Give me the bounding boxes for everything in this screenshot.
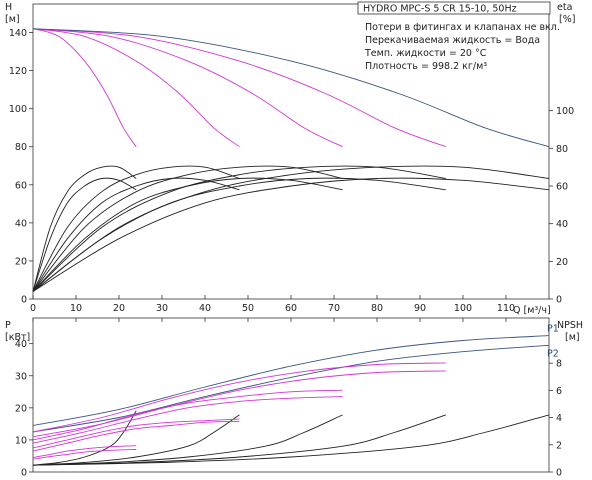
y-tick-label: 60 — [15, 180, 27, 191]
npsh-curve — [32, 414, 446, 466]
head-curve — [32, 28, 446, 148]
efficiency-curve — [32, 165, 240, 292]
y-axis-label: P — [5, 320, 11, 331]
head-efficiency-axes: 0 10 20 30 40 50 60 70 80 90 100 110 0 20 40 60 80 100 120… — [9, 3, 574, 314]
x-tick-label: 50 — [242, 303, 254, 314]
y2-tick-label: 40 — [556, 219, 568, 230]
y2-axis-unit: [%] — [559, 14, 575, 25]
y-axis-unit: [м] — [5, 14, 20, 25]
y-tick-label: 40 — [15, 339, 27, 350]
y-tick-label: 80 — [15, 142, 27, 153]
y-tick-label: 20 — [15, 403, 27, 414]
x-axis-label: Q [м³/ч] — [513, 305, 551, 316]
power-npsh-axes: 0 10 20 30 40 0 2 4 6 8 — [15, 317, 562, 479]
plot-frame — [32, 317, 550, 473]
power-curve — [32, 362, 446, 433]
head-curve — [32, 28, 343, 148]
efficiency-curve — [32, 177, 137, 292]
y2-tick-label: 0 — [556, 468, 562, 479]
y2-tick-label: 100 — [556, 106, 574, 117]
x-tick-label: 20 — [113, 303, 125, 314]
efficiency-curve — [32, 177, 446, 292]
y-tick-label: 120 — [9, 66, 27, 77]
efficiency-curve — [32, 165, 446, 292]
efficiency-curve — [32, 177, 240, 292]
npsh-curve — [32, 414, 550, 466]
y2-tick-label: 80 — [556, 144, 568, 155]
efficiency-curve — [32, 165, 343, 292]
note-line: Потери в фитингах и клапанах не вкл. — [365, 22, 560, 33]
y2-tick-label: 2 — [556, 440, 562, 451]
y-tick-label: 140 — [9, 28, 27, 39]
x-tick-label: 110 — [497, 303, 515, 314]
chart-title: HYDRO MPC-S 5 CR 15-10, 50Hz — [363, 4, 517, 15]
y2-tick-label: 20 — [556, 257, 568, 268]
title-frame — [357, 1, 551, 15]
head-efficiency-series — [32, 28, 550, 292]
y-tick-label: 10 — [15, 435, 27, 446]
head-curve — [32, 28, 240, 148]
head-curve — [32, 28, 550, 148]
y-axis-unit: [кВт] — [5, 332, 30, 343]
npsh-curve — [32, 414, 343, 466]
power-curve — [32, 389, 343, 441]
power-curve — [32, 370, 446, 438]
y2-tick-label: 60 — [556, 182, 568, 193]
power-curve — [32, 449, 137, 460]
efficiency-curve — [32, 177, 343, 292]
power-curve — [32, 418, 240, 449]
npsh-curve — [32, 414, 240, 466]
x-tick-label: 90 — [414, 303, 426, 314]
series-label: P2 — [547, 348, 559, 359]
note-line: Перекачиваемая жидкость = Вода — [365, 35, 540, 46]
x-tick-label: 100 — [454, 303, 472, 314]
y2-axis-label: NPSH — [557, 320, 583, 331]
y2-tick-label: 0 — [556, 295, 562, 306]
series-label: P1 — [547, 324, 559, 335]
x-tick-label: 70 — [328, 303, 340, 314]
power-curve — [32, 396, 343, 444]
efficiency-curve — [32, 165, 137, 292]
y-tick-label: 0 — [21, 468, 27, 479]
x-tick-label: 60 — [285, 303, 297, 314]
power-curve — [32, 335, 550, 426]
x-tick-label: 40 — [199, 303, 211, 314]
y-tick-label: 40 — [15, 218, 27, 229]
y-tick-label: 30 — [15, 371, 27, 382]
power-curve — [32, 420, 240, 452]
efficiency-curve — [32, 177, 550, 292]
power-curve — [32, 445, 137, 459]
head-curve — [32, 28, 137, 147]
x-tick-label: 0 — [30, 303, 36, 314]
efficiency-curve — [32, 165, 550, 292]
y-tick-label: 100 — [9, 104, 27, 115]
x-tick-label: 10 — [70, 303, 82, 314]
y2-axis-unit: [м] — [565, 332, 580, 343]
y-tick-label: 20 — [15, 256, 27, 267]
axis-labels: H [м] eta [%] Q [м³/ч] P [кВт] NPSH [м] — [5, 2, 583, 343]
x-tick-label: 80 — [371, 303, 383, 314]
y2-tick-label: 4 — [556, 413, 562, 424]
note-line: Плотность = 998.2 кг/м³ — [365, 61, 487, 72]
y2-axis-label: eta — [557, 2, 572, 13]
note-line: Темп. жидкости = 20 °C — [364, 48, 487, 59]
power-npsh-series: P1 P2 — [32, 324, 559, 466]
y-axis-label: H — [5, 2, 12, 13]
power-curve — [32, 344, 550, 433]
y2-tick-label: 6 — [556, 386, 562, 397]
y-tick-label: 0 — [21, 295, 27, 306]
x-tick-label: 30 — [156, 303, 168, 314]
info-box: HYDRO MPC-S 5 CR 15-10, 50Hz Потери в фи… — [357, 1, 560, 72]
y2-tick-label: 8 — [556, 359, 562, 370]
